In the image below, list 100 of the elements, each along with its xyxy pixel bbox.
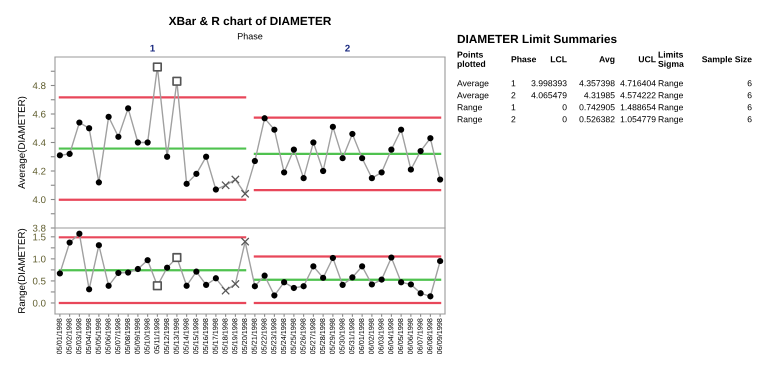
point — [231, 280, 240, 288]
text: 1.054779 — [620, 116, 656, 122]
point — [66, 239, 73, 246]
point — [144, 139, 151, 146]
point — [340, 155, 346, 162]
point — [330, 254, 336, 262]
point — [184, 282, 190, 289]
point — [378, 276, 385, 283]
point — [76, 119, 82, 126]
text: Average — [457, 80, 489, 88]
point — [212, 186, 219, 193]
point — [56, 270, 63, 277]
text: 4.574222 — [620, 92, 656, 98]
point — [184, 180, 190, 187]
text: Range — [458, 116, 482, 124]
text: Points plotted — [458, 51, 486, 69]
y-tick-label: 4.6 — [32, 110, 46, 118]
y-axis-title: Average(DIAMETER) — [18, 96, 27, 189]
point — [231, 175, 240, 184]
point — [408, 281, 414, 288]
point — [310, 263, 316, 270]
point — [125, 105, 132, 112]
text: Phase — [512, 56, 536, 62]
text: 2 — [511, 116, 516, 122]
text: 2 — [345, 44, 350, 52]
text: 6 — [748, 104, 752, 110]
y-tick-label: 0.5 — [32, 278, 46, 285]
text: 1 — [512, 80, 516, 86]
text: Phase — [238, 32, 262, 40]
point — [359, 155, 366, 162]
point — [56, 152, 63, 158]
point — [152, 281, 162, 290]
text: 2 — [511, 92, 516, 98]
point — [368, 281, 375, 288]
point — [86, 125, 92, 132]
point — [106, 282, 112, 289]
text: Avg — [599, 56, 614, 64]
point — [320, 168, 326, 174]
y-tick-label: 4.2 — [32, 168, 46, 175]
point — [164, 154, 170, 160]
text: Sample Size — [702, 56, 752, 64]
point — [418, 148, 424, 154]
point — [310, 139, 316, 146]
point — [134, 139, 141, 146]
point — [66, 150, 73, 157]
y-tick-label: 4.0 — [32, 196, 46, 204]
point — [408, 166, 414, 173]
point — [378, 169, 385, 176]
text: 6 — [748, 92, 752, 98]
point — [388, 254, 394, 261]
point — [262, 272, 268, 279]
point — [96, 179, 102, 186]
text: 0 — [562, 116, 567, 122]
point — [359, 263, 366, 270]
text: 0.742905 — [579, 104, 615, 110]
point — [281, 169, 288, 176]
text: Range — [658, 92, 683, 100]
point — [203, 282, 210, 288]
text: 6 — [748, 80, 752, 86]
point — [320, 274, 326, 281]
y-axis-title: Range(DIAMETER) — [18, 228, 27, 313]
point — [368, 175, 375, 182]
point — [252, 283, 258, 290]
text: 4.357398 — [579, 80, 615, 86]
point — [76, 230, 82, 237]
text: 4.716404 — [620, 80, 656, 86]
point — [437, 258, 444, 264]
y-tick-label: 4.4 — [32, 139, 46, 146]
point — [330, 124, 336, 130]
text: 1 — [512, 104, 516, 110]
text: Range — [458, 104, 482, 112]
point — [125, 269, 132, 276]
point — [96, 242, 102, 248]
text: 3.998393 — [531, 80, 567, 86]
text: Limits Sigma — [658, 51, 684, 69]
text: Range — [658, 104, 683, 112]
point — [134, 266, 141, 272]
point — [271, 292, 278, 299]
text: UCL — [638, 56, 656, 62]
point — [290, 284, 297, 292]
point — [172, 76, 182, 86]
point — [388, 146, 394, 153]
point — [300, 283, 307, 290]
point — [349, 130, 356, 138]
point — [164, 264, 170, 271]
chart-title: XBar & R chart of DIAMETER — [168, 16, 332, 26]
point — [271, 126, 278, 133]
point — [193, 268, 200, 275]
point — [172, 252, 182, 262]
point — [221, 286, 230, 295]
y-tick-label: 4.8 — [32, 82, 46, 90]
point — [152, 62, 162, 72]
y-tick-label: 3.8 — [32, 224, 46, 232]
text: 1 — [150, 44, 155, 52]
y-tick-label: 1.0 — [33, 256, 46, 262]
point — [193, 170, 200, 177]
text: 0 — [562, 104, 567, 110]
text: Range — [658, 80, 683, 88]
text: 6 — [748, 116, 752, 122]
point — [86, 286, 92, 292]
